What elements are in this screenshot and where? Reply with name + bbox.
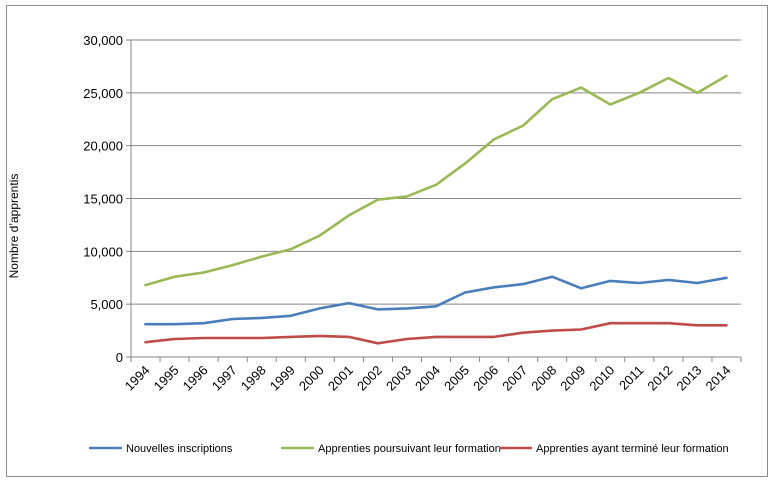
y-tick-label: 15,000 — [83, 192, 123, 207]
y-axis-ticks: 0 5,000 10,000 15,000 20,000 25,000 30,000 — [83, 33, 131, 365]
x-tick-label: 2002 — [354, 363, 385, 394]
y-tick-label: 0 — [116, 350, 123, 365]
x-tick-label: 1994 — [122, 363, 153, 394]
y-tick-label: 25,000 — [83, 86, 123, 101]
x-tick-label: 2003 — [383, 363, 414, 394]
x-tick-label: 2005 — [441, 363, 472, 394]
legend-item: Nouvelles inscriptions — [89, 443, 233, 455]
y-tick-label: 5,000 — [90, 297, 123, 312]
legend-item: Apprenties ayant terminé leur formation — [499, 443, 729, 455]
x-axis — [130, 40, 741, 358]
legend-item: Apprenties poursuivant leur formation — [281, 443, 501, 455]
chart-frame: 0 5,000 10,000 15,000 20,000 25,000 30,000 199… — [6, 5, 768, 477]
x-tick-label: 2008 — [528, 363, 559, 394]
y-tick-label: 20,000 — [83, 139, 123, 154]
series-line — [144, 275, 728, 326]
x-tick-label: 1995 — [151, 363, 182, 394]
legend: Nouvelles inscriptions Apprenties poursui… — [89, 443, 729, 455]
gridlines — [131, 39, 741, 305]
x-tick-label: 2010 — [586, 363, 617, 394]
series-lines — [144, 74, 728, 345]
legend-label: Apprenties ayant terminé leur formation — [536, 443, 729, 455]
x-tick-label: 2000 — [296, 363, 327, 394]
y-axis-title: Nombre d’apprentis — [7, 174, 21, 279]
x-tick-label: 2001 — [325, 363, 356, 394]
x-tick-label: 2004 — [412, 363, 443, 394]
line-chart: 0 5,000 10,000 15,000 20,000 25,000 30,000 199… — [7, 33, 742, 455]
x-tick-label: 2011 — [616, 363, 646, 393]
x-tick-label: 1998 — [238, 363, 269, 394]
x-tick-label: 1997 — [209, 363, 240, 394]
x-tick-label: 2013 — [673, 363, 704, 394]
x-tick-label: 1999 — [267, 363, 298, 394]
x-tick-label: 2012 — [644, 363, 675, 394]
y-tick-label: 30,000 — [83, 33, 123, 48]
series-line — [144, 321, 728, 345]
x-tick-label: 2007 — [499, 363, 530, 394]
x-axis-ticks: 1994199519961997199819992000200120022003… — [122, 357, 742, 394]
y-tick-label: 10,000 — [83, 244, 123, 259]
series-line — [144, 74, 728, 287]
x-tick-label: 2006 — [470, 363, 501, 394]
x-tick-label: 2009 — [557, 363, 588, 394]
x-tick-label: 2014 — [703, 363, 734, 394]
legend-label: Apprenties poursuivant leur formation — [318, 443, 501, 455]
legend-label: Nouvelles inscriptions — [126, 443, 233, 455]
x-tick-label: 1996 — [180, 363, 211, 394]
